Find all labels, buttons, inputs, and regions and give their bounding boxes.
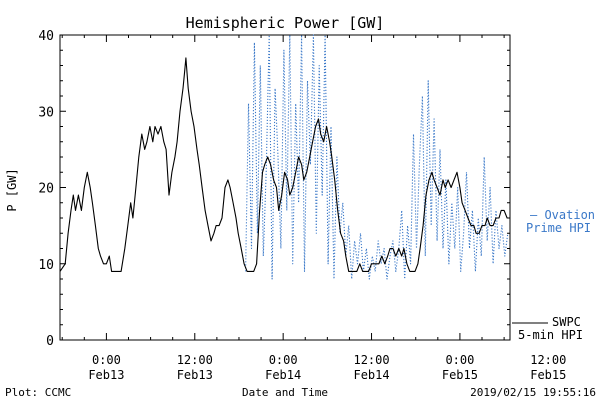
x-tick-date: Feb13 [88, 368, 124, 382]
legend-swpc-label2: 5-min HPI [518, 328, 583, 342]
x-tick-time: 0:00 [92, 353, 121, 367]
y-tick-label: 30 [38, 105, 54, 120]
x-tick-date: Feb14 [353, 368, 389, 382]
legend-swpc-label: SWPC [552, 315, 581, 329]
x-tick-time: 0:00 [269, 353, 298, 367]
chart-title: Hemispheric Power [GW] [186, 14, 385, 32]
x-ticks: 0:00Feb1312:00Feb130:00Feb1412:00Feb140:… [61, 35, 566, 382]
x-tick-date: Feb13 [177, 368, 213, 382]
x-tick-date: Feb14 [265, 368, 301, 382]
y-tick-label: 0 [46, 334, 54, 349]
series-ovation-prime-hpi [245, 34, 509, 280]
series-swpc-hpi [59, 57, 510, 272]
y-ticks: 0 10 20 30 40 [38, 29, 510, 349]
legend-ovation-label: — Ovation [530, 208, 595, 222]
x-tick-date: Feb15 [442, 368, 478, 382]
y-tick-label: 20 [38, 182, 54, 197]
x-tick-time: 12:00 [353, 353, 389, 367]
y-tick-label: 40 [38, 29, 54, 44]
y-tick-label: 10 [38, 258, 54, 273]
x-tick-date: Feb15 [530, 368, 566, 382]
x-tick-time: 12:00 [530, 353, 566, 367]
y-axis-label: P [GW] [5, 168, 19, 211]
x-tick-time: 12:00 [177, 353, 213, 367]
legend-ovation-label2: Prime HPI [526, 221, 591, 235]
series-layer [59, 34, 510, 280]
footer-left: Plot: CCMC [5, 386, 71, 399]
x-tick-time: 0:00 [445, 353, 474, 367]
footer-timestamp: 2019/02/15 19:55:16 [470, 386, 596, 399]
x-axis-label: Date and Time [242, 386, 328, 399]
